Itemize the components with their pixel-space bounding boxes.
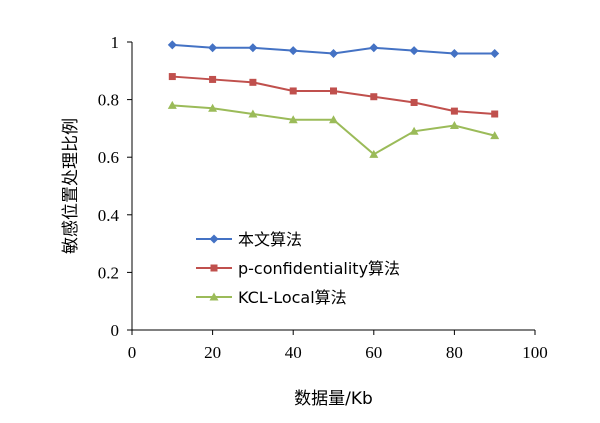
data-point [369, 149, 379, 158]
data-point [289, 87, 297, 95]
plot-area: 0 20 40 60 80 100 0 0.2 0.4 0.6 0.8 1 [98, 33, 548, 362]
data-point [409, 126, 419, 135]
legend-item: 本文算法 [196, 230, 302, 249]
data-point [208, 103, 218, 112]
legend-label: KCL-Local算法 [238, 288, 347, 307]
x-tick-label: 20 [204, 343, 221, 362]
data-point [450, 107, 458, 115]
data-point [167, 40, 177, 50]
data-point [410, 98, 418, 106]
series-2 [168, 73, 499, 118]
legend-item: KCL-Local算法 [196, 288, 347, 307]
legend: 本文算法 p-confidentiality算法 KCL-Local算法 [196, 230, 400, 307]
y-tick-label: 0.8 [98, 91, 119, 110]
series-1 [167, 40, 500, 59]
legend-marker [209, 292, 219, 301]
legend-label: p-confidentiality算法 [238, 259, 400, 278]
x-tick-label: 0 [128, 343, 137, 362]
y-ticks: 0 0.2 0.4 0.6 0.8 1 [98, 33, 132, 340]
data-point [208, 43, 218, 53]
legend-item: p-confidentiality算法 [196, 259, 400, 278]
y-tick-label: 0.2 [98, 263, 119, 282]
data-point [329, 49, 338, 59]
data-point [369, 43, 379, 53]
y-tick-label: 0 [111, 321, 120, 340]
data-point [167, 100, 177, 109]
data-point [329, 115, 338, 124]
x-tick-label: 80 [446, 343, 463, 362]
x-ticks: 0 20 40 60 80 100 [128, 330, 548, 362]
data-point [249, 78, 257, 86]
legend-label: 本文算法 [238, 230, 302, 249]
data-point [449, 49, 459, 59]
y-tick-label: 1 [111, 33, 120, 52]
data-point [490, 131, 500, 140]
series-line [172, 104, 495, 156]
series-3 [167, 100, 500, 158]
data-point [288, 46, 298, 56]
x-tick-label: 40 [285, 343, 302, 362]
data-point [409, 46, 419, 56]
x-axis-title: 数据量/Kb [294, 389, 373, 409]
data-point [491, 110, 499, 118]
y-tick-label: 0.6 [98, 148, 119, 167]
series-layer [167, 40, 500, 158]
data-point [248, 43, 258, 53]
data-point [370, 93, 378, 101]
legend-marker [209, 234, 219, 244]
y-tick-label: 0.4 [98, 206, 120, 225]
legend-marker [210, 264, 218, 272]
data-point [449, 121, 459, 130]
data-point [490, 49, 500, 59]
data-point [209, 75, 217, 83]
y-axis-title: 敏感位置处理比例 [61, 118, 81, 254]
data-point [248, 109, 258, 118]
data-point [288, 115, 298, 124]
data-point [330, 87, 337, 95]
data-point [168, 73, 176, 81]
x-tick-label: 100 [522, 343, 548, 362]
x-tick-label: 60 [365, 343, 382, 362]
